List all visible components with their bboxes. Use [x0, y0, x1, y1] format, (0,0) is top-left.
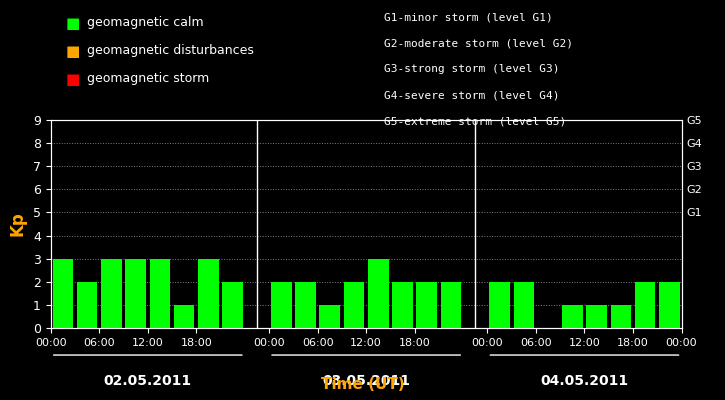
Bar	[149, 259, 170, 328]
Text: 02.05.2011: 02.05.2011	[104, 374, 192, 388]
Bar	[441, 282, 461, 328]
Bar	[77, 282, 97, 328]
Bar	[101, 259, 122, 328]
Bar	[659, 282, 679, 328]
Text: 04.05.2011: 04.05.2011	[540, 374, 629, 388]
Bar	[320, 305, 340, 328]
Bar	[223, 282, 243, 328]
Bar	[635, 282, 655, 328]
Bar	[368, 259, 389, 328]
Text: geomagnetic calm: geomagnetic calm	[87, 16, 204, 29]
Text: G4-severe storm (level G4): G4-severe storm (level G4)	[384, 90, 560, 100]
Text: G5-extreme storm (level G5): G5-extreme storm (level G5)	[384, 116, 566, 126]
Bar	[271, 282, 291, 328]
Bar	[416, 282, 437, 328]
Text: Time (UT): Time (UT)	[320, 377, 405, 392]
Bar	[53, 259, 73, 328]
Bar	[587, 305, 607, 328]
Bar	[489, 282, 510, 328]
Text: G2-moderate storm (level G2): G2-moderate storm (level G2)	[384, 38, 573, 48]
Bar	[344, 282, 364, 328]
Text: G3-strong storm (level G3): G3-strong storm (level G3)	[384, 64, 560, 74]
Bar	[125, 259, 146, 328]
Bar	[174, 305, 194, 328]
Text: geomagnetic storm: geomagnetic storm	[87, 72, 210, 85]
Bar	[513, 282, 534, 328]
Text: ■: ■	[65, 16, 80, 31]
Y-axis label: Kp: Kp	[8, 212, 26, 236]
Bar	[198, 259, 219, 328]
Text: 03.05.2011: 03.05.2011	[322, 374, 410, 388]
Bar	[610, 305, 631, 328]
Bar	[392, 282, 413, 328]
Text: G1-minor storm (level G1): G1-minor storm (level G1)	[384, 12, 553, 22]
Text: geomagnetic disturbances: geomagnetic disturbances	[87, 44, 254, 57]
Text: ■: ■	[65, 44, 80, 59]
Text: ■: ■	[65, 72, 80, 87]
Bar	[295, 282, 316, 328]
Bar	[562, 305, 583, 328]
